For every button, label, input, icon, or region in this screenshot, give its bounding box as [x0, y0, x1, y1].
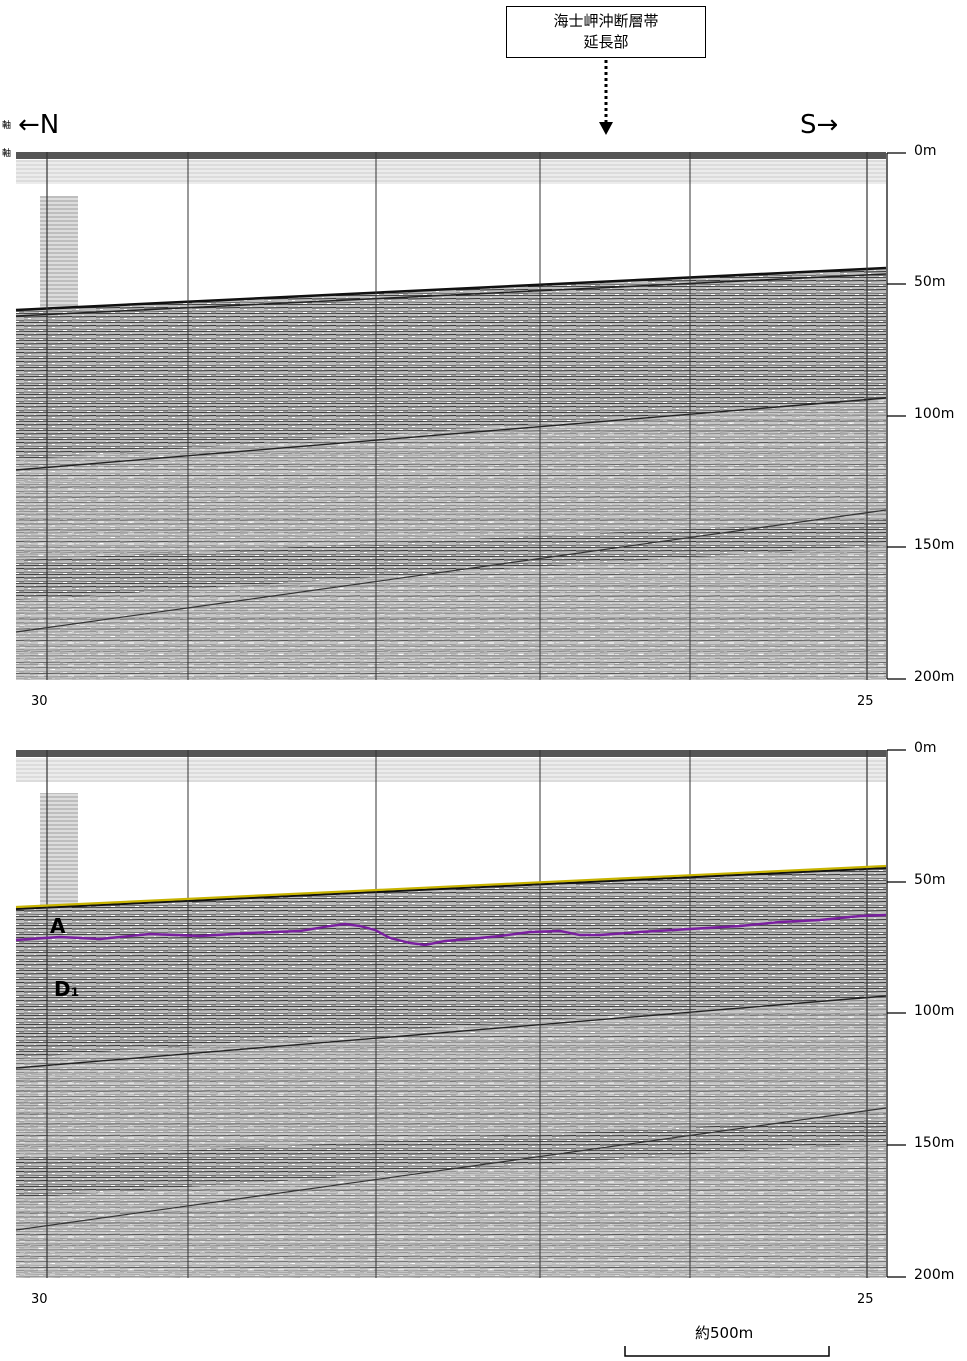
callout-arrow-head: [599, 122, 613, 135]
upper-shot-label-left: 30: [31, 694, 48, 709]
upper-depth-150m: 150m: [914, 537, 955, 553]
scale-bar: [624, 1346, 830, 1357]
callout-line2: 延長部: [583, 33, 629, 51]
lower-shot-label-left: 30: [31, 1292, 48, 1307]
lower-section: [15, 750, 887, 1278]
upper-depth-axis: [886, 152, 906, 680]
upper-depth-0m: 0m: [914, 143, 937, 159]
upper-depth-50m: 50m: [914, 274, 946, 290]
axis-mark-2: 軸: [2, 149, 12, 159]
callout-line1: 海士岬沖断層帯: [553, 12, 659, 30]
a-reflector-line: [15, 913, 887, 947]
lower-depth-0m: 0m: [914, 740, 937, 756]
reflector-label-d1: D₁: [54, 977, 80, 1001]
south-direction-label: S→: [800, 110, 839, 140]
upper-depth-200m: 200m: [914, 669, 955, 685]
lower-depth-50m: 50m: [914, 872, 946, 888]
upper-section: [15, 152, 887, 680]
upper-depth-100m: 100m: [914, 406, 955, 422]
fault-zone-callout: 海士岬沖断層帯 延長部: [506, 6, 706, 58]
lower-shot-label-right: 25: [857, 1292, 874, 1307]
reflector-label-a: A: [50, 914, 66, 938]
axis-mark-1: 軸: [2, 121, 12, 131]
lower-depth-200m: 200m: [914, 1267, 955, 1283]
lower-depth-100m: 100m: [914, 1003, 955, 1019]
seafloor-pick-line: [15, 864, 887, 909]
upper-shot-label-right: 25: [857, 694, 874, 709]
north-direction-label: ←N: [18, 110, 60, 140]
lower-depth-150m: 150m: [914, 1135, 955, 1151]
lower-depth-axis: [886, 749, 906, 1278]
scale-bar-label: 約500m: [695, 1324, 754, 1342]
